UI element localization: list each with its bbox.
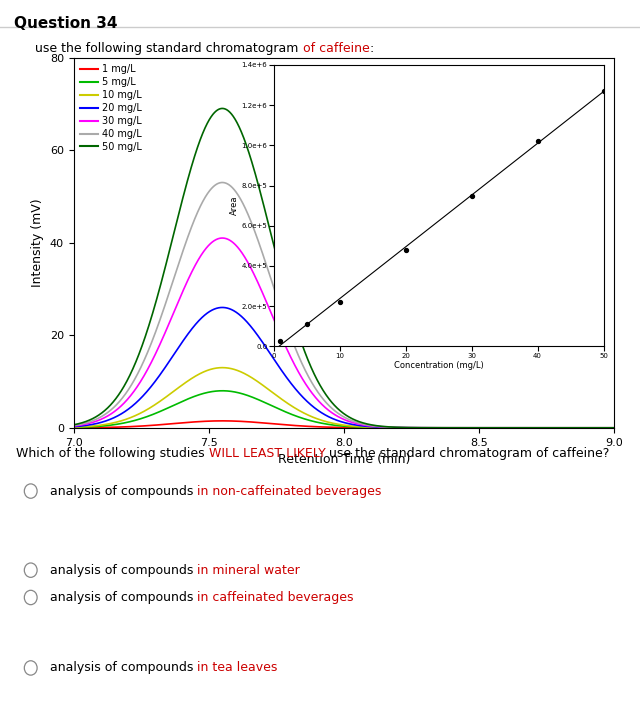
Text: analysis of compounds: analysis of compounds: [50, 591, 197, 604]
Text: analysis of compounds: analysis of compounds: [50, 564, 197, 577]
Text: use the following standard chromatogram: use the following standard chromatogram: [35, 42, 303, 55]
Y-axis label: Intensity (mV): Intensity (mV): [31, 198, 44, 287]
Text: in tea leaves: in tea leaves: [197, 661, 278, 674]
Text: WILL LEAST LIKELY: WILL LEAST LIKELY: [209, 447, 325, 460]
Text: Question 34: Question 34: [14, 16, 118, 31]
Text: analysis of compounds: analysis of compounds: [50, 661, 197, 674]
X-axis label: Retention Time (min): Retention Time (min): [278, 453, 410, 466]
Text: of caffeine: of caffeine: [303, 42, 369, 55]
Text: in non-caffeinated beverages: in non-caffeinated beverages: [197, 485, 381, 498]
Text: analysis of compounds: analysis of compounds: [50, 485, 197, 498]
Text: in caffeinated beverages: in caffeinated beverages: [197, 591, 354, 604]
Text: Which of the following studies: Which of the following studies: [16, 447, 209, 460]
Legend: 1 mg/L, 5 mg/L, 10 mg/L, 20 mg/L, 30 mg/L, 40 mg/L, 50 mg/L: 1 mg/L, 5 mg/L, 10 mg/L, 20 mg/L, 30 mg/…: [77, 60, 145, 156]
Text: :: :: [369, 42, 374, 55]
Text: in mineral water: in mineral water: [197, 564, 300, 577]
Text: use the standard chromatogram of caffeine?: use the standard chromatogram of caffein…: [325, 447, 610, 460]
